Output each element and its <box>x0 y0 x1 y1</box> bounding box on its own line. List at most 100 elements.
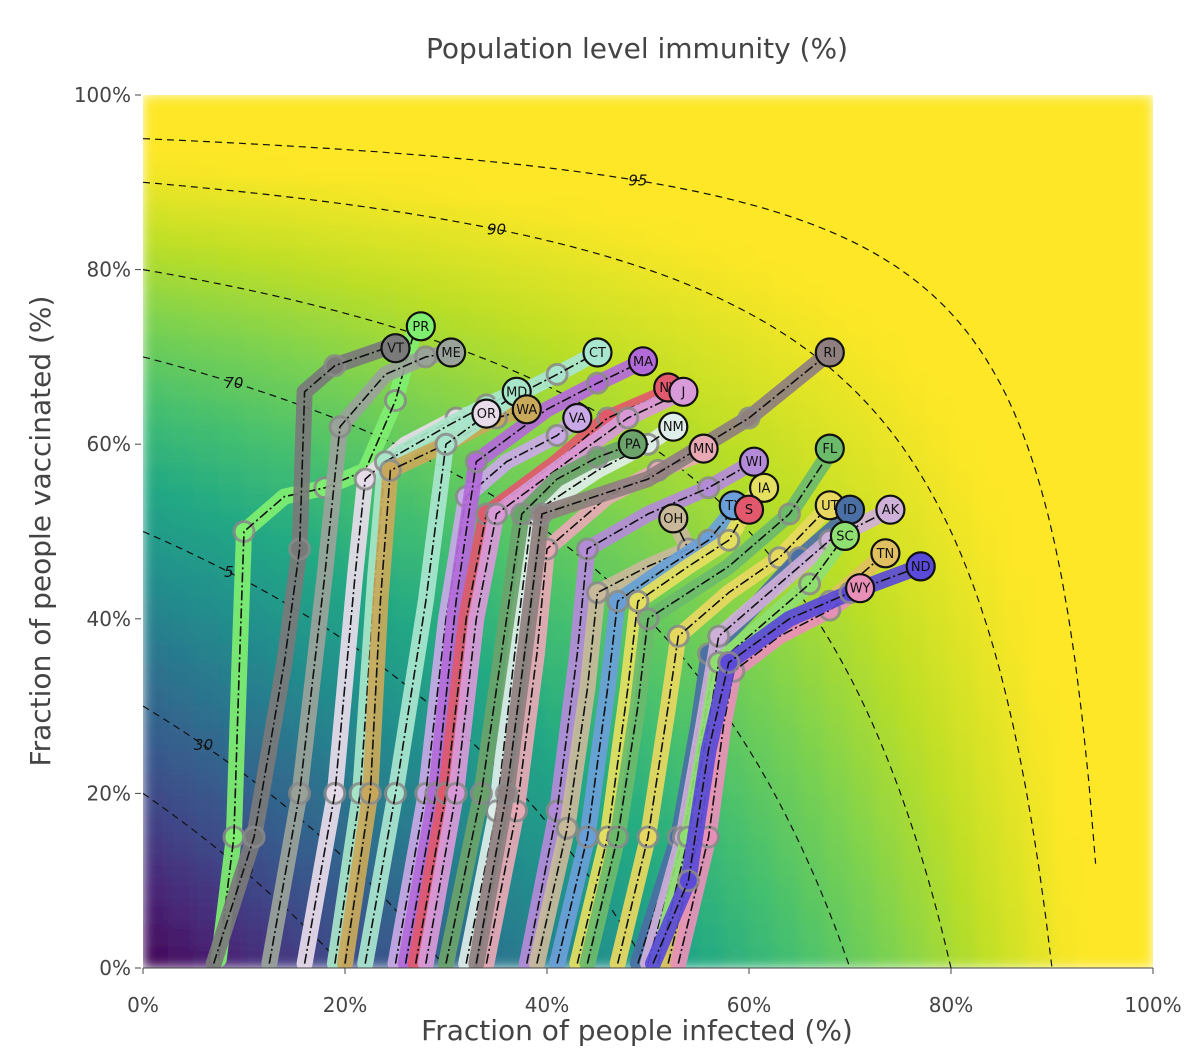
heatmap-cell <box>950 596 977 620</box>
contour-label-30: 30 <box>194 736 213 754</box>
heatmap-cell <box>143 247 169 271</box>
heatmap-cell <box>748 356 775 380</box>
heatmap-cell <box>294 160 321 183</box>
heatmap-cell <box>1026 923 1053 947</box>
heatmap-cell <box>950 356 977 380</box>
heatmap-cell <box>723 95 750 118</box>
heatmap-cell <box>799 138 826 161</box>
heatmap-cell <box>824 225 851 249</box>
heatmap-cell <box>521 116 548 140</box>
heatmap-cell <box>748 225 775 249</box>
heatmap-cell <box>950 640 977 663</box>
heatmap-cell <box>1026 531 1053 554</box>
state-name-ID: ID <box>843 503 857 518</box>
heatmap-cell <box>925 771 952 794</box>
heatmap-cell <box>143 531 169 554</box>
heatmap-cell <box>824 116 851 140</box>
x-tick-label: 60% <box>727 993 771 1017</box>
trajectory-marker-RI <box>495 781 519 805</box>
heatmap-cell <box>496 160 523 183</box>
heatmap-cell <box>193 269 220 292</box>
heatmap-cell <box>143 640 169 663</box>
heatmap-cell <box>395 509 422 532</box>
heatmap-cell <box>900 792 927 816</box>
heatmap-cell <box>1076 421 1104 445</box>
chart-title: Population level immunity (%) <box>426 32 848 65</box>
heatmap-cell <box>420 160 447 183</box>
heatmap-cell <box>849 705 876 729</box>
heatmap-cell <box>698 247 725 271</box>
heatmap-cell <box>294 334 321 358</box>
heatmap-cell <box>1051 531 1078 554</box>
heatmap-cell <box>1127 814 1153 838</box>
heatmap-cell <box>950 923 977 947</box>
heatmap-cell <box>622 116 649 140</box>
heatmap-cell <box>369 138 397 161</box>
heatmap-cell <box>874 662 902 685</box>
heatmap-cell <box>193 290 220 314</box>
heatmap-cell <box>167 465 195 489</box>
heatmap-cell <box>950 443 977 467</box>
heatmap-cell <box>167 95 195 118</box>
heatmap-cell <box>799 312 826 336</box>
heatmap-cell <box>824 269 851 292</box>
heatmap-cell <box>925 116 952 140</box>
heatmap-cell <box>143 552 169 576</box>
heatmap-cell <box>849 902 876 925</box>
y-tick-label: 20% <box>87 781 131 805</box>
heatmap-cell <box>698 312 725 336</box>
heatmap-cell <box>824 181 851 205</box>
heatmap-cell <box>950 836 977 860</box>
heatmap-cell <box>647 225 674 249</box>
heatmap-cell <box>824 923 851 947</box>
y-axis-label: Fraction of people vaccinated (%) <box>24 296 57 767</box>
heatmap-cell <box>1051 814 1078 838</box>
heatmap-cell <box>874 683 902 707</box>
heatmap-cell <box>1102 312 1129 336</box>
heatmap-cell <box>167 531 195 554</box>
heatmap-cell <box>143 487 169 511</box>
heatmap-cell <box>1102 443 1129 467</box>
heatmap-cell <box>748 705 775 729</box>
state-marker-ND <box>905 551 936 582</box>
heatmap-cell <box>900 596 927 620</box>
heatmap-cell <box>975 923 1003 947</box>
heatmap-cell <box>773 727 801 751</box>
heatmap-cell <box>900 225 927 249</box>
heatmap-cell <box>193 858 220 882</box>
heatmap-cell <box>445 269 472 292</box>
heatmap-cell <box>874 880 902 903</box>
heatmap-cell <box>698 334 725 358</box>
heatmap-cell <box>849 771 876 794</box>
heatmap-cell <box>1102 269 1129 292</box>
heatmap-cell <box>799 225 826 249</box>
heatmap-cell <box>950 727 977 751</box>
heatmap-cell <box>1076 269 1104 292</box>
y-tick-label: 0% <box>99 956 131 980</box>
heatmap-cell <box>925 160 952 183</box>
heatmap-cell <box>799 95 826 118</box>
heatmap-cell <box>1026 269 1053 292</box>
heatmap-cell <box>900 618 927 642</box>
heatmap-cell <box>799 160 826 183</box>
state-name-MA: MA <box>633 355 653 370</box>
trajectory-line-ME <box>268 351 452 964</box>
state-marker-VA <box>562 402 593 434</box>
heatmap-cell <box>975 531 1003 554</box>
heatmap-cell <box>369 247 397 271</box>
heatmap-cell <box>1102 618 1129 642</box>
heatmap-cell <box>975 312 1003 336</box>
heatmap-cell <box>698 400 725 423</box>
heatmap-cell <box>1102 574 1129 598</box>
state-name-ND: ND <box>911 560 931 575</box>
contour-label-70: 70 <box>224 374 243 392</box>
heatmap-cell <box>143 334 169 358</box>
heatmap-cell <box>470 116 498 140</box>
heatmap-cell <box>849 116 876 140</box>
heatmap-cell <box>900 203 927 227</box>
heatmap-cell <box>824 95 851 118</box>
state-marker-IA <box>748 472 780 503</box>
heatmap-cell <box>218 421 245 445</box>
heatmap-cell <box>1026 116 1053 140</box>
heatmap-cell <box>1051 421 1078 445</box>
